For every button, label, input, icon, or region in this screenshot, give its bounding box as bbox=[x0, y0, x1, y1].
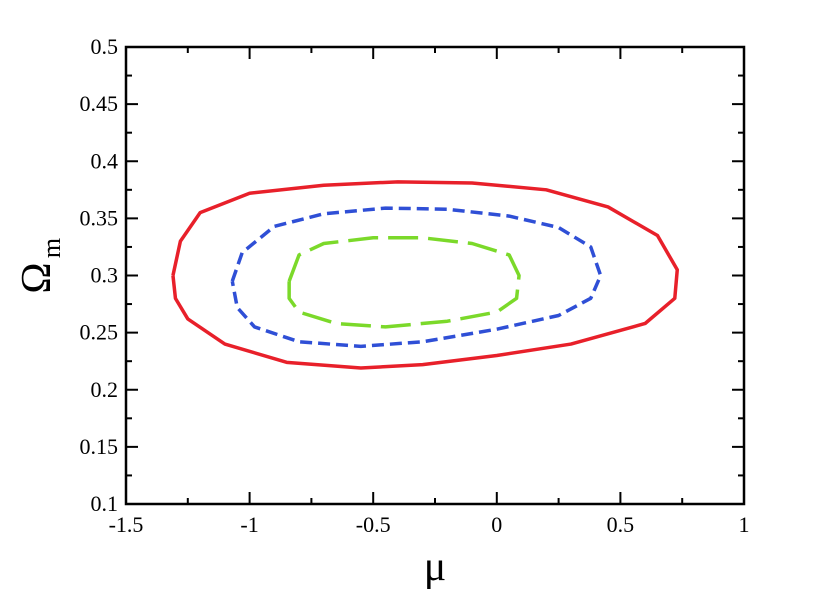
y-tick-label: 0.35 bbox=[80, 205, 119, 230]
x-tick-label: -0.5 bbox=[356, 512, 391, 537]
y-axis-label-subscript: m bbox=[37, 238, 66, 258]
y-tick-label: 0.5 bbox=[91, 34, 119, 59]
y-tick-label: 0.25 bbox=[80, 320, 119, 345]
y-tick-label: 0.4 bbox=[91, 148, 119, 173]
y-axis-label: Ω bbox=[14, 262, 60, 293]
y-tick-label: 0.15 bbox=[80, 434, 119, 459]
plot-frame bbox=[124, 45, 746, 506]
contour-line bbox=[287, 236, 521, 329]
y-tick-label: 0.2 bbox=[91, 377, 119, 402]
x-tick-label: 0 bbox=[491, 512, 502, 537]
y-axis-label-group: Ω m bbox=[14, 238, 66, 294]
x-tick-label: 0.5 bbox=[607, 512, 635, 537]
x-tick-label: 1 bbox=[739, 512, 750, 537]
x-tick-label: -1 bbox=[240, 512, 258, 537]
contour-line bbox=[230, 206, 603, 349]
x-tick-label: -1.5 bbox=[109, 512, 144, 537]
x-axis-label: μ bbox=[424, 544, 447, 590]
contour-line bbox=[171, 180, 680, 370]
y-tick-label: 0.1 bbox=[91, 491, 119, 516]
y-tick-label: 0.3 bbox=[91, 263, 119, 288]
y-tick-label: 0.45 bbox=[80, 91, 119, 116]
